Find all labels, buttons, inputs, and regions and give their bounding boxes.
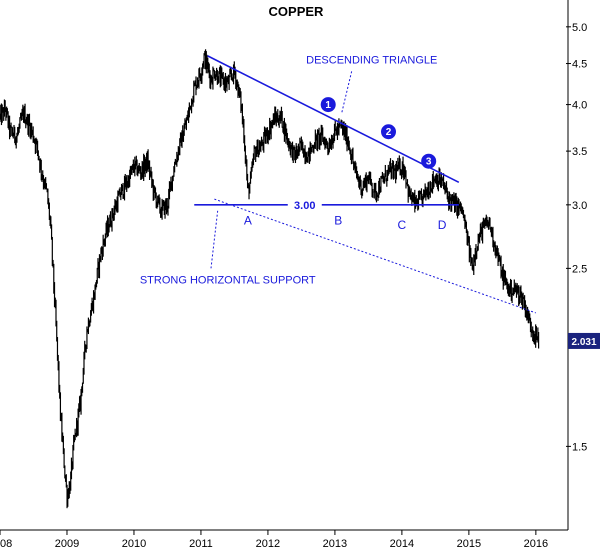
touch-point-label: D — [438, 218, 447, 232]
support-value-bg — [287, 195, 322, 210]
y-tick-label: 3.0 — [572, 200, 587, 212]
annotation-text: DESCENDING TRIANGLE — [306, 55, 437, 67]
x-tick-label: 2013 — [323, 538, 347, 550]
touch-point-label: A — [244, 213, 252, 227]
x-tick-label: 2011 — [189, 538, 213, 550]
x-tick-label: 2012 — [256, 538, 280, 550]
x-tick-label: 2016 — [524, 538, 548, 550]
y-tick-label: 4.5 — [572, 59, 587, 71]
numbered-marker — [320, 97, 336, 113]
price-series — [0, 49, 540, 509]
y-tick-label: 5.0 — [572, 22, 587, 34]
last-value-box — [568, 332, 600, 349]
touch-point-label: C — [398, 218, 407, 232]
x-tick-label: 08 — [0, 538, 12, 550]
dotted-pointer-triangle — [341, 71, 353, 114]
y-tick-label: 1.5 — [572, 441, 587, 453]
dotted-lower-line — [214, 198, 537, 314]
numbered-marker-label: 2 — [386, 127, 392, 138]
annotations-layer: DESCENDING TRIANGLE STRONG HORIZONTAL SUP… — [140, 55, 600, 349]
x-tick-label: 2015 — [457, 538, 481, 550]
axis-ticks: 5.0 4.5 4.0 3.5 3.0 2.5 1.5 08 2009 2010 2011 2012 2… — [0, 22, 587, 550]
y-tick-label: 4.0 — [572, 100, 587, 112]
touch-point-label: B — [334, 213, 342, 227]
x-tick-label: 2014 — [390, 538, 414, 550]
chart-title: COPPER — [269, 4, 325, 19]
dotted-pointer-support — [210, 210, 219, 269]
numbered-marker — [380, 124, 396, 140]
y-tick-label: 3.5 — [572, 146, 587, 158]
numbered-marker-label: 3 — [426, 157, 432, 168]
numbered-marker-label: 1 — [325, 100, 331, 111]
last-value-label: 2.031 — [571, 337, 596, 348]
annotation-text: STRONG HORIZONTAL SUPPORT — [140, 275, 316, 287]
support-value-label: 3.00 — [294, 200, 315, 212]
descending-trendline — [207, 55, 460, 184]
x-tick-label: 2009 — [55, 538, 79, 550]
numbered-marker — [421, 153, 437, 169]
x-tick-label: 2010 — [122, 538, 146, 550]
y-tick-label: 2.5 — [572, 263, 587, 275]
